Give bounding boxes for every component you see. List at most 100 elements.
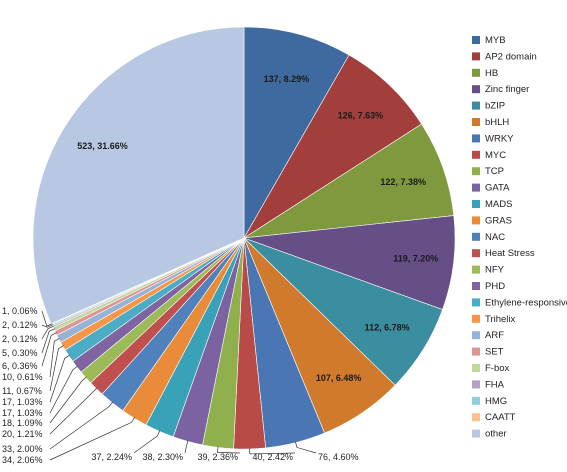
leader-line-trihelix [49, 345, 64, 392]
data-label-caatt: 1, 0.06% [2, 306, 38, 316]
legend-swatch-mads [472, 200, 480, 208]
legend-item-bhlh: bHLH [472, 117, 509, 128]
legend-label-phd: PHD [485, 281, 505, 292]
legend-label-bhlh: bHLH [485, 117, 509, 128]
legend-swatch-myb [472, 36, 480, 44]
legend-swatch-tcp [472, 167, 480, 176]
legend-label-zinc-finger: Zinc finger [485, 84, 529, 95]
legend-label-f-box: F-box [485, 363, 510, 374]
legend: MYB AP2 domain HB Zinc finger bZIP bHLH WRKY MY… [472, 35, 567, 440]
data-label-bzip: 112, 6.78% [365, 323, 410, 333]
legend-item-gata: GATA [472, 183, 510, 194]
legend-swatch-gras [472, 216, 480, 225]
legend-swatch-ap2-domain [472, 52, 480, 61]
data-label-myc: 40, 2.42% [252, 452, 293, 462]
legend-label-nfy: NFY [485, 265, 505, 276]
legend-label-mads: MADS [485, 199, 512, 210]
slice-other [32, 26, 245, 325]
legend-label-bzip: bZIP [485, 101, 505, 112]
data-label-zinc-finger: 119, 7.20% [393, 254, 438, 264]
data-label-set: 6, 0.36% [2, 361, 38, 371]
legend-swatch-bhlh [472, 118, 480, 126]
data-labels: 137, 8.29% 126, 7.63% 122, 7.38% 119, 7.20%… [2, 74, 438, 465]
legend-swatch-bzip [472, 101, 480, 110]
leader-line-arf [49, 338, 60, 378]
data-label-arf: 10, 0.61% [2, 372, 43, 382]
legend-swatch-set [472, 347, 480, 356]
legend-item-hmg: HMG [472, 396, 507, 407]
leader-line-f-box [41, 328, 55, 354]
data-label-tcp: 39, 2.36% [197, 452, 238, 462]
legend-swatch-nac [472, 232, 480, 241]
pie-slices [32, 26, 456, 450]
legend-item-myb: MYB [472, 35, 506, 46]
slice-myb [243, 26, 350, 240]
slice-hb [243, 123, 455, 239]
legend-item-nac: NAC [472, 232, 505, 243]
legend-swatch-myc [472, 150, 480, 159]
leader-line-nac [49, 401, 114, 450]
legend-swatch-phd [472, 282, 480, 290]
legend-swatch-arf [472, 331, 480, 340]
legend-item-mads: MADS [472, 199, 512, 210]
legend-swatch-ethylene-responsive [472, 298, 480, 307]
slice-ap2-domain [243, 54, 422, 239]
legend-swatch-f-box [472, 364, 480, 372]
data-label-myb: 137, 8.29% [264, 74, 310, 84]
leader-line-wrky [295, 441, 317, 454]
legend-label-nac: NAC [485, 232, 505, 243]
data-label-nac: 33, 2.00% [2, 444, 43, 454]
legend-item-trihelix: Trihelix [472, 314, 516, 325]
data-label-phd: 17, 1.03% [2, 408, 43, 418]
legend-item-fha: FHA [472, 379, 505, 390]
leader-line-tcp [217, 446, 241, 454]
data-label-mads: 37, 2.24% [91, 452, 132, 462]
leader-line-myc [249, 447, 296, 455]
data-label-nfy: 18, 1.09% [2, 418, 43, 428]
data-label-gata: 38, 2.30% [142, 452, 183, 462]
data-label-fha: 2, 0.12% [2, 334, 38, 344]
legend-item-caatt: CAATT [472, 412, 516, 423]
legend-swatch-nfy [472, 265, 480, 274]
leader-lines [41, 310, 317, 461]
data-label-hb: 122, 7.38% [380, 177, 426, 187]
data-label-gras: 34, 2.06% [2, 455, 43, 465]
legend-label-ethylene-responsive: Ethylene-responsive [485, 297, 567, 308]
leader-line-gata [184, 440, 189, 454]
data-label-other: 523, 31.66% [77, 141, 128, 151]
leader-line-set [41, 332, 57, 367]
legend-item-gras: GRAS [472, 215, 512, 226]
legend-swatch-hb [472, 68, 480, 77]
legend-item-ap2-domain: AP2 domain [472, 51, 537, 62]
data-label-f-box: 5, 0.30% [2, 348, 38, 358]
legend-label-wrky: WRKY [485, 133, 514, 144]
legend-swatch-heat-stress [472, 249, 480, 258]
legend-item-bzip: bZIP [472, 101, 505, 112]
legend-item-heat-stress: Heat Stress [472, 248, 535, 259]
data-label-trihelix: 11, 0.67% [2, 386, 42, 396]
legend-swatch-gata [472, 183, 480, 192]
leader-line-fha [41, 325, 54, 340]
legend-swatch-wrky [472, 134, 480, 143]
leader-line-ethylene-responsive [49, 354, 70, 403]
legend-label-set: SET [485, 347, 504, 358]
data-label-hmg: 2, 0.12% [2, 320, 38, 330]
legend-label-caatt: CAATT [485, 412, 516, 423]
legend-item-phd: PHD [472, 281, 505, 292]
data-label-ethylene-responsive: 17, 1.03% [2, 397, 43, 407]
legend-item-ethylene-responsive: Ethylene-responsive [472, 297, 567, 308]
leader-line-hmg [41, 324, 53, 328]
legend-item-arf: ARF [472, 330, 504, 341]
legend-label-gras: GRAS [485, 215, 512, 226]
leader-line-gras [49, 417, 135, 461]
data-label-ap2-domain: 126, 7.63% [338, 111, 384, 121]
legend-swatch-zinc-finger [472, 85, 480, 94]
legend-item-zinc-finger: Zinc finger [472, 84, 529, 95]
legend-label-gata: GATA [485, 183, 510, 194]
legend-swatch-hmg [472, 396, 480, 405]
legend-swatch-caatt [472, 413, 480, 422]
data-label-heat-stress: 20, 1.21% [2, 429, 43, 439]
legend-item-hb: HB [472, 68, 498, 79]
data-label-wrky: 76, 4.60% [318, 452, 359, 462]
legend-label-arf: ARF [485, 330, 504, 341]
